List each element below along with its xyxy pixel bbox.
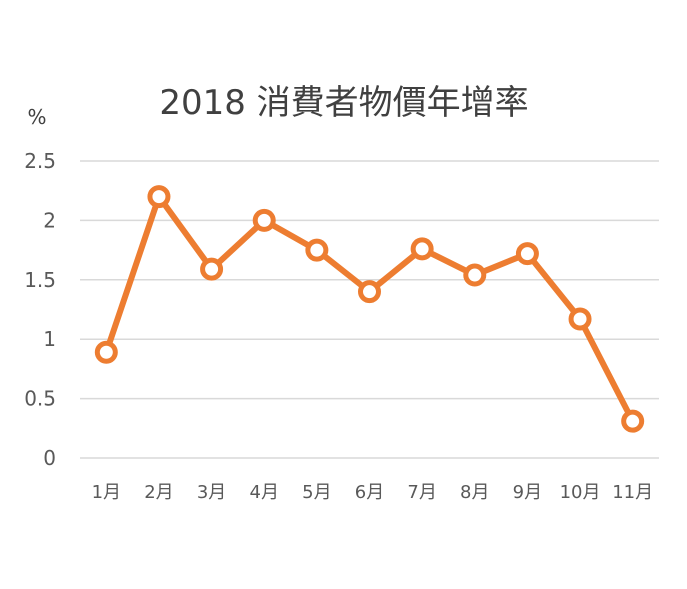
y-tick-label: 0 <box>43 446 56 470</box>
x-tick-label: 8月 <box>460 482 489 503</box>
series-line <box>103 193 636 425</box>
chart-title: 2018 消費者物價年增率 <box>159 83 528 123</box>
y-axis-unit-label: % <box>27 105 46 129</box>
y-tick-label: 0.5 <box>24 387 56 411</box>
x-tick-label: 4月 <box>250 482 279 503</box>
data-series <box>94 185 645 433</box>
x-tick-label: 2月 <box>144 482 173 503</box>
data-point <box>515 242 539 266</box>
y-tick-label: 2.5 <box>24 149 56 173</box>
x-axis-ticks: 1月 2月 3月 4月 5月 6月 7月 8月 9月 10月 11月 <box>92 482 654 503</box>
x-tick-label: 3月 <box>197 482 226 503</box>
data-point <box>358 280 381 304</box>
data-point <box>568 307 592 331</box>
x-tick-label: 5月 <box>302 482 331 503</box>
y-tick-label: 1.5 <box>24 268 56 292</box>
x-tick-label: 6月 <box>355 482 384 503</box>
data-point <box>147 185 171 209</box>
y-tick-label: 1 <box>43 327 56 351</box>
x-tick-label: 9月 <box>513 482 542 503</box>
x-tick-label: 10月 <box>560 482 601 503</box>
data-point <box>94 340 118 364</box>
y-tick-label: 2 <box>43 208 56 232</box>
data-point <box>252 208 276 232</box>
y-axis-ticks: 0 0.5 1 1.5 2 2.5 <box>24 149 56 470</box>
data-point <box>621 409 645 433</box>
data-point <box>463 263 487 287</box>
x-tick-label: 1月 <box>92 482 121 503</box>
data-point <box>305 238 329 262</box>
data-point <box>200 257 224 281</box>
data-point <box>410 237 434 261</box>
x-tick-label: 7月 <box>407 482 436 503</box>
x-tick-label: 11月 <box>612 482 653 503</box>
